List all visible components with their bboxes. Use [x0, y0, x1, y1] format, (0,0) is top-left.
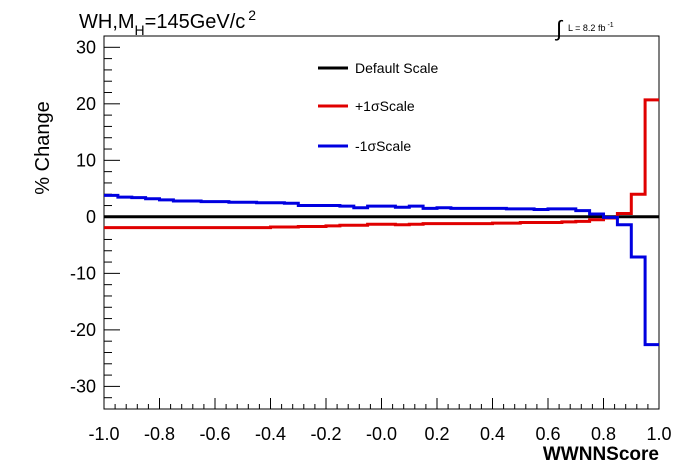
x-tick-label: 0.4	[480, 424, 505, 444]
y-tick-label: 0	[86, 207, 96, 227]
series-line-1	[104, 98, 659, 230]
x-tick-label: -0.4	[255, 424, 286, 444]
y-tick-label: 30	[76, 37, 96, 57]
y-tick-label: -30	[70, 376, 96, 396]
x-tick-label: -0.8	[144, 424, 175, 444]
x-tick-label: 0.2	[424, 424, 449, 444]
lumi-text: L = 8.2 fb	[568, 23, 605, 33]
series-line-2	[104, 193, 659, 347]
chart-title-sub: H	[135, 22, 145, 38]
legend-label-2: -1σScale	[355, 138, 411, 154]
lumi-integral: ∫	[554, 16, 564, 41]
x-tick-label: 0.8	[591, 424, 616, 444]
x-tick-label: 0.6	[535, 424, 560, 444]
y-tick-label: 20	[76, 94, 96, 114]
x-tick-label: -0.6	[199, 424, 230, 444]
legend: Default Scale +1σScale -1σScale	[318, 60, 438, 154]
lumi-sup: -1	[607, 22, 613, 29]
y-tick-label: -20	[70, 320, 96, 340]
chart-title: WH,MH=145GeV/c 2	[79, 7, 256, 38]
x-axis-title: WWNNScore	[543, 444, 659, 465]
series-layer	[104, 98, 659, 347]
x-tick-label: -1.0	[88, 424, 119, 444]
x-tick-label: -0.0	[366, 424, 397, 444]
x-tick-label: 1.0	[646, 424, 671, 444]
y-axis-title: % Change	[32, 101, 54, 194]
x-tick-label: -0.2	[310, 424, 341, 444]
chart-title-sup: 2	[248, 7, 256, 23]
axes: -1.0 -0.8 -0.6 -0.4 -0.2 -0.0 0.2 0.4 0.6 0.8 1.0 -…	[70, 35, 672, 444]
lumi-label: L = 8.2 fb -1	[568, 22, 614, 33]
chart-title-rest: =145GeV/c	[145, 11, 246, 33]
y-tick-label: 10	[76, 150, 96, 170]
y-tick-label: -10	[70, 263, 96, 283]
legend-label-0: Default Scale	[355, 60, 438, 76]
legend-label-1: +1σScale	[355, 98, 415, 114]
chart-title-main: WH,M	[79, 11, 135, 33]
